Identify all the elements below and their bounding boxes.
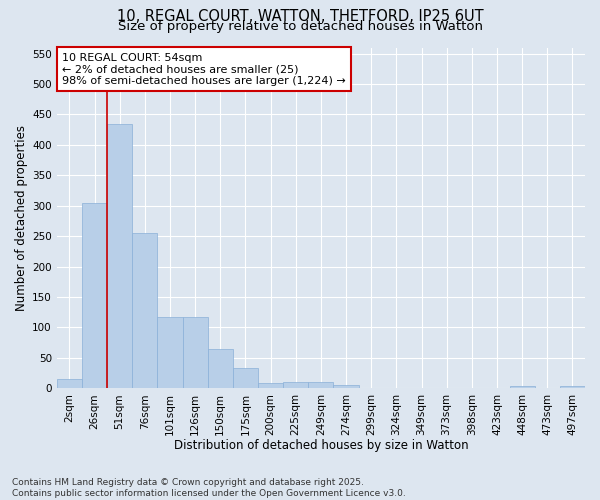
Text: Contains HM Land Registry data © Crown copyright and database right 2025.
Contai: Contains HM Land Registry data © Crown c… <box>12 478 406 498</box>
X-axis label: Distribution of detached houses by size in Watton: Distribution of detached houses by size … <box>173 440 468 452</box>
Bar <box>334 386 359 388</box>
Bar <box>182 316 208 388</box>
Bar <box>233 368 258 388</box>
Bar <box>208 349 233 389</box>
Bar <box>82 202 107 388</box>
Text: 10 REGAL COURT: 54sqm
← 2% of detached houses are smaller (25)
98% of semi-detac: 10 REGAL COURT: 54sqm ← 2% of detached h… <box>62 52 346 86</box>
Text: Size of property relative to detached houses in Watton: Size of property relative to detached ho… <box>118 20 482 33</box>
Bar <box>132 233 157 388</box>
Bar <box>157 316 182 388</box>
Y-axis label: Number of detached properties: Number of detached properties <box>15 125 28 311</box>
Bar <box>107 124 132 388</box>
Text: 10, REGAL COURT, WATTON, THETFORD, IP25 6UT: 10, REGAL COURT, WATTON, THETFORD, IP25 … <box>116 9 484 24</box>
Bar <box>560 386 585 388</box>
Bar <box>283 382 308 388</box>
Bar <box>308 382 334 388</box>
Bar <box>509 386 535 388</box>
Bar <box>258 384 283 388</box>
Bar <box>57 379 82 388</box>
